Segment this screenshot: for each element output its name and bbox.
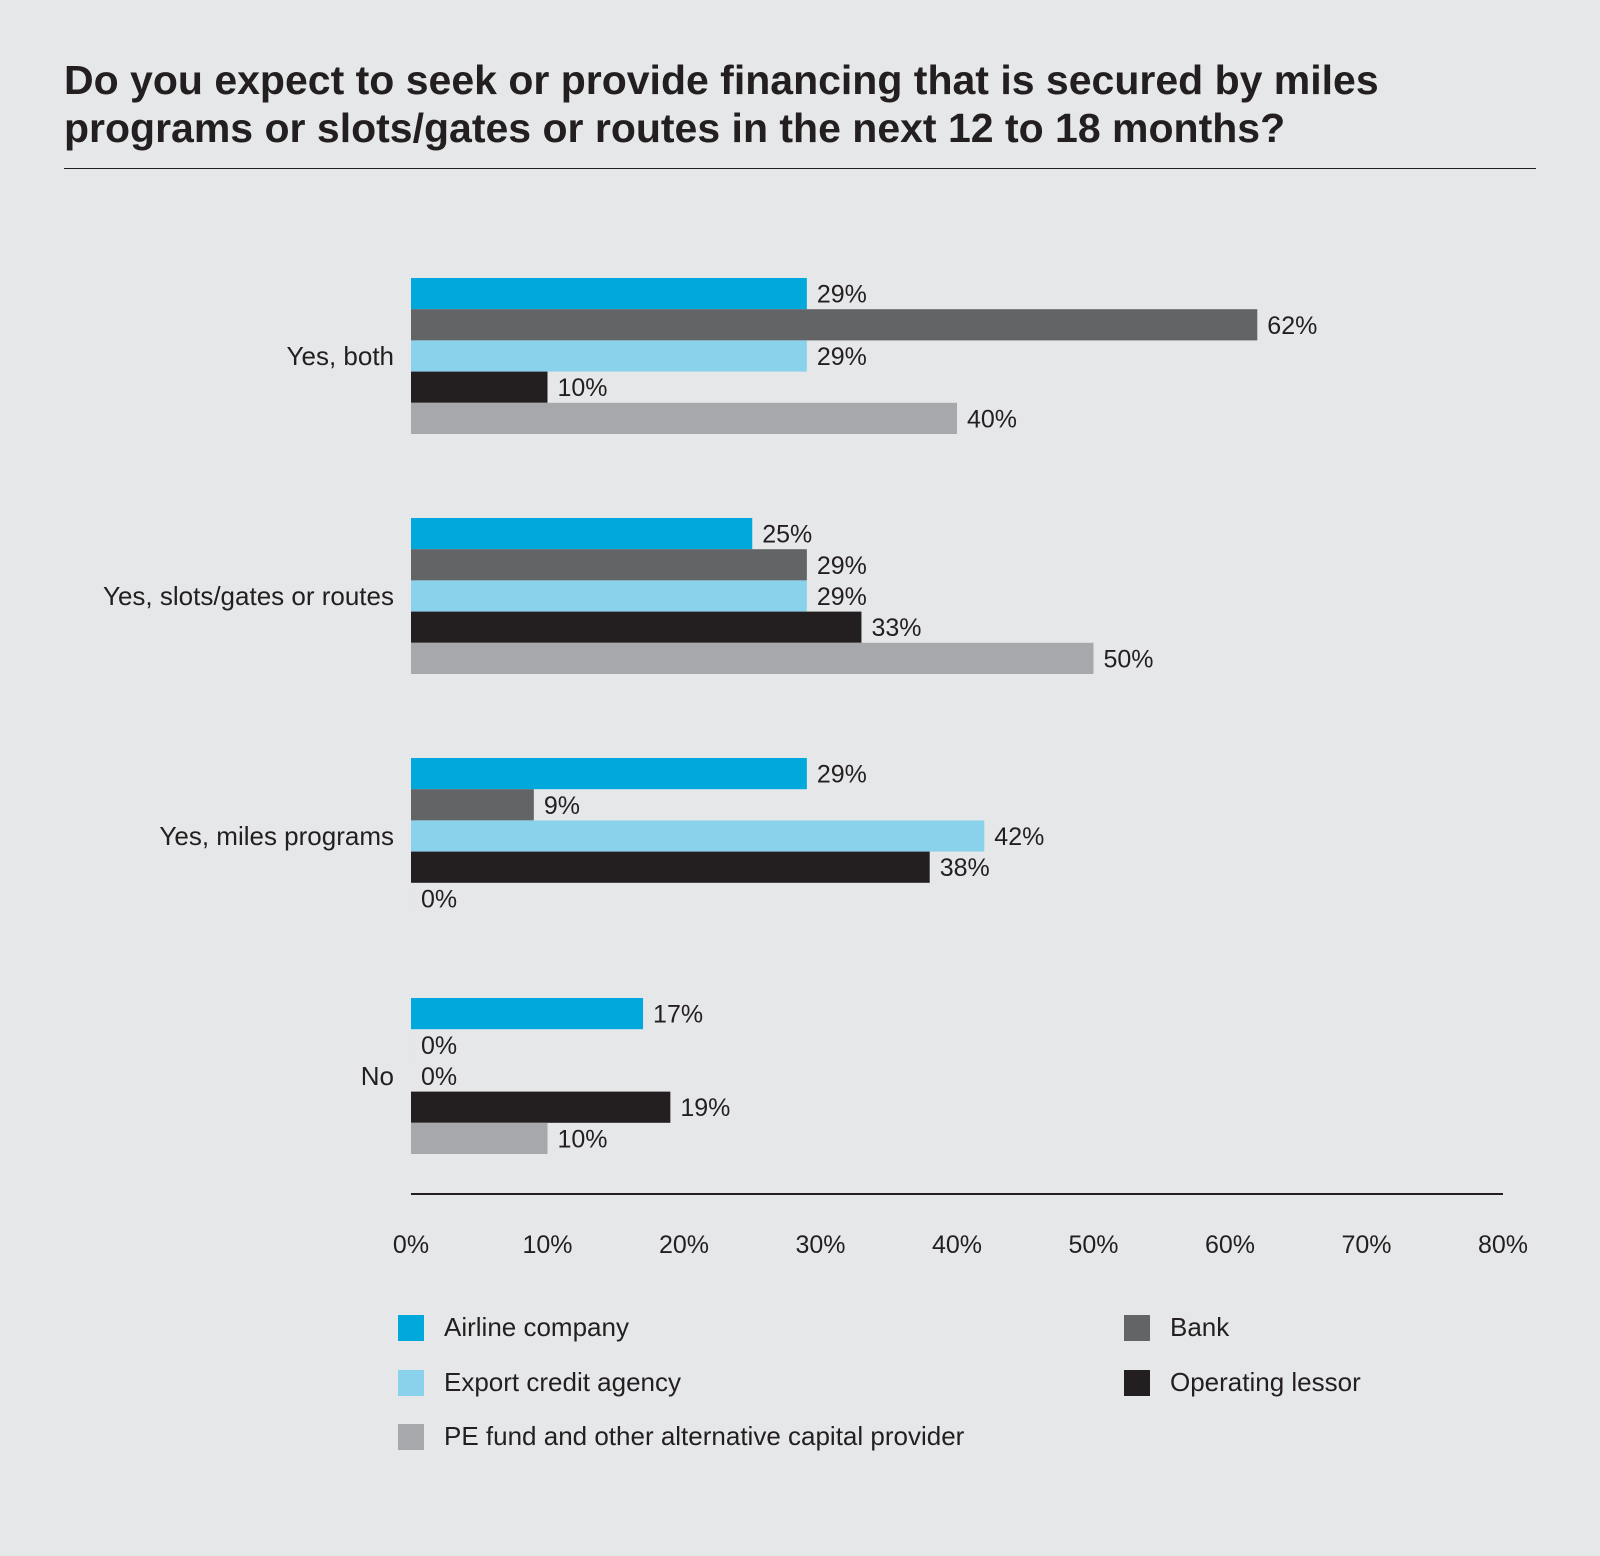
category-label: Yes, slots/gates or routes: [103, 581, 394, 611]
legend-item: Operating lessor: [1124, 1367, 1361, 1398]
category-label: Yes, miles programs: [159, 821, 394, 851]
x-tick-label: 80%: [1478, 1231, 1528, 1259]
bar-plot: Yes, both 29% 62% 29% 10% 40% Yes, slots/gates…: [103, 278, 1528, 1259]
x-tick-label: 10%: [522, 1231, 572, 1259]
legend-label: Export credit agency: [444, 1367, 682, 1397]
bar: [411, 820, 985, 852]
bar: [411, 549, 807, 581]
bar: [411, 309, 1258, 341]
data-label: 29%: [817, 552, 867, 580]
legend-swatch: [1124, 1369, 1150, 1396]
x-tick-label: 20%: [659, 1231, 709, 1259]
data-label: 25%: [762, 521, 812, 549]
data-label: 17%: [653, 1001, 703, 1029]
data-label: 0%: [421, 885, 457, 913]
legend-label: Bank: [1170, 1312, 1230, 1342]
data-label: 29%: [817, 583, 867, 611]
data-label: 9%: [544, 792, 580, 820]
data-label: 29%: [817, 281, 867, 309]
bar: [411, 278, 807, 310]
legend-swatch: [398, 1423, 424, 1450]
data-label: 19%: [680, 1094, 730, 1122]
data-label: 10%: [558, 374, 608, 402]
data-label: 0%: [421, 1032, 457, 1060]
x-tick-label: 0%: [393, 1231, 429, 1259]
legend-item: Airline company: [398, 1312, 629, 1343]
x-tick-label: 60%: [1205, 1231, 1255, 1259]
bar: [411, 611, 862, 643]
bar: [411, 851, 930, 883]
legend-item: Bank: [1124, 1312, 1229, 1343]
data-label: 10%: [558, 1125, 608, 1153]
data-label: 0%: [421, 1063, 457, 1091]
title-divider: [64, 168, 1536, 169]
legend-label: Airline company: [444, 1312, 629, 1342]
legend-label: Operating lessor: [1170, 1367, 1361, 1397]
data-label: 62%: [1267, 312, 1317, 340]
bar: [411, 1091, 671, 1123]
chart-title: Do you expect to seek or provide financi…: [64, 57, 1379, 151]
legend-item: PE fund and other alternative capital pr…: [398, 1421, 964, 1452]
data-label: 38%: [940, 854, 990, 882]
legend-swatch: [398, 1314, 424, 1341]
category-label: Yes, both: [287, 341, 394, 371]
bar: [411, 642, 1094, 674]
bar: [411, 371, 548, 403]
legend-swatch: [1124, 1314, 1150, 1341]
bar: [411, 758, 807, 790]
data-label: 40%: [967, 405, 1017, 433]
x-tick-label: 30%: [795, 1231, 845, 1259]
data-label: 29%: [817, 761, 867, 789]
data-label: 33%: [871, 614, 921, 642]
data-label: 29%: [817, 343, 867, 371]
bar: [411, 789, 534, 821]
data-label: 42%: [994, 823, 1044, 851]
bar: [411, 580, 807, 612]
legend-label: PE fund and other alternative capital pr…: [444, 1421, 965, 1451]
legend-swatch: [398, 1369, 424, 1396]
x-tick-label: 40%: [932, 1231, 982, 1259]
bar: [411, 1122, 548, 1154]
bar: [411, 518, 753, 550]
legend-item: Export credit agency: [398, 1367, 681, 1398]
x-tick-label: 50%: [1068, 1231, 1118, 1259]
bar: [411, 998, 644, 1030]
x-tick-label: 70%: [1341, 1231, 1391, 1259]
category-label: No: [361, 1061, 394, 1091]
bar: [411, 402, 957, 434]
bar: [411, 340, 807, 372]
data-label: 50%: [1104, 645, 1154, 673]
